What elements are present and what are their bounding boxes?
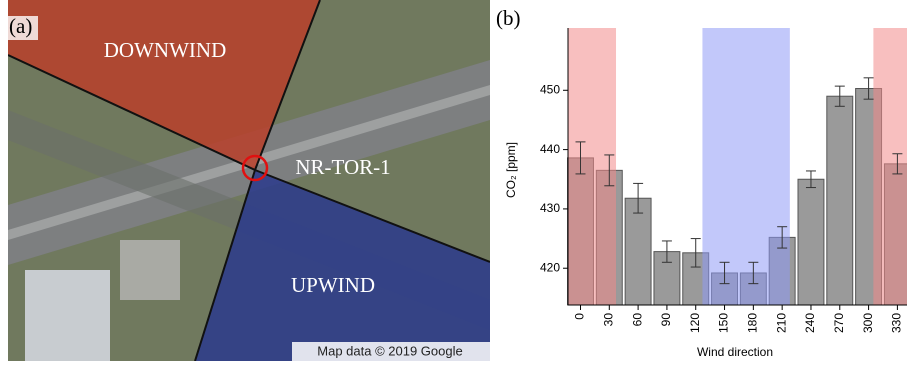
x-tick-label: 330 [890, 313, 904, 333]
x-tick-label: 60 [630, 313, 644, 327]
y-axis-label: CO₂ [ppm] [504, 142, 518, 198]
upwind-label: UPWIND [291, 273, 375, 297]
bar [798, 179, 824, 305]
x-tick-label: 150 [717, 313, 731, 333]
x-tick-label: 90 [659, 313, 673, 327]
shaded-region [702, 28, 789, 305]
panel-label: (b) [496, 6, 521, 30]
x-tick-label: 270 [832, 313, 846, 333]
x-tick-label: 180 [746, 313, 760, 333]
y-tick-label: 430 [540, 201, 560, 215]
x-tick-label: 240 [803, 313, 817, 333]
bar [827, 96, 853, 305]
panel-label: (a) [9, 14, 32, 38]
shaded-region [873, 28, 907, 305]
y-tick-label: 420 [540, 260, 560, 274]
y-tick-label: 440 [540, 142, 560, 156]
x-tick-label: 210 [774, 313, 788, 333]
x-axis-label: Wind direction [697, 345, 773, 359]
figure: DOWNWIND NR-TOR-1 UPWIND Map data © 2019… [0, 0, 907, 361]
map: DOWNWIND NR-TOR-1 UPWIND Map data © 2019… [8, 0, 490, 361]
downwind-label: DOWNWIND [104, 38, 226, 62]
bar [625, 198, 651, 305]
y-tick-label: 450 [540, 82, 560, 96]
x-tick-label: 0 [573, 313, 587, 320]
site-label: NR-TOR-1 [295, 155, 390, 179]
x-tick-label: 120 [688, 313, 702, 333]
map-attribution: Map data © 2019 Google [317, 343, 462, 358]
x-tick-label: 30 [601, 313, 615, 327]
x-tick-label: 300 [861, 313, 875, 333]
